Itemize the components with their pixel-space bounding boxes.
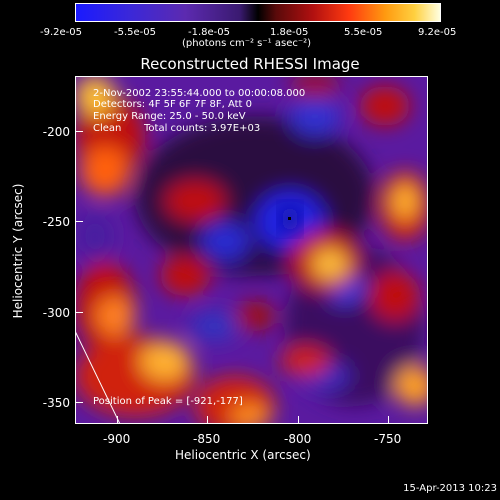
colorbar-tick: -5.5e-05 [114,27,156,38]
colorbar [75,3,441,22]
colorbar-tick: -1.8e-05 [188,27,230,38]
x-tick-label: -750 [374,432,402,446]
y-tick-label: -350 [42,396,70,410]
y-tick [75,312,83,313]
x-tick [207,416,208,424]
energy-range-label: Energy Range: 25.0 - 50.0 keV [93,111,246,122]
y-axis-title: Heliocentric Y (arcsec) [11,183,25,319]
total-counts-label: Total counts: 3.97E+03 [144,123,261,134]
peak-position-label: Position of Peak = [-921,-177] [93,396,243,407]
footer-timestamp: 15-Apr-2013 10:23 [403,483,497,494]
x-axis-title: Heliocentric X (arcsec) [175,448,311,462]
y-tick-label: -300 [42,306,70,320]
y-tick [75,131,83,132]
x-tick-label: -850 [193,432,221,446]
y-tick [75,402,83,403]
x-tick-label: -800 [284,432,312,446]
x-tick [117,416,118,424]
colorbar-tick: 5.5e-05 [344,27,383,38]
detectors-label: Detectors: 4F 5F 6F 7F 8F, Att 0 [93,99,253,110]
colorbar-unit-label: (photons cm⁻² s⁻¹ asec⁻²) [182,38,312,49]
heatmap-svg [75,76,428,424]
date-range-label: 2-Nov-2002 23:55:44.000 to 00:00:08.000 [93,88,306,99]
y-tick-label: -250 [42,215,70,229]
method-label: Clean [93,123,122,134]
colorbar-tick: -9.2e-05 [40,27,82,38]
y-tick [75,221,83,222]
x-tick [388,416,389,424]
x-tick-label: -900 [103,432,131,446]
colorbar-tick: 9.2e-05 [418,27,457,38]
page-title: Reconstructed RHESSI Image [140,55,360,73]
rhessi-image: 2-Nov-2002 23:55:44.000 to 00:00:08.000 … [75,76,428,424]
x-tick [298,416,299,424]
y-tick-label: -200 [42,125,70,139]
colorbar-tick: 1.8e-05 [270,27,309,38]
